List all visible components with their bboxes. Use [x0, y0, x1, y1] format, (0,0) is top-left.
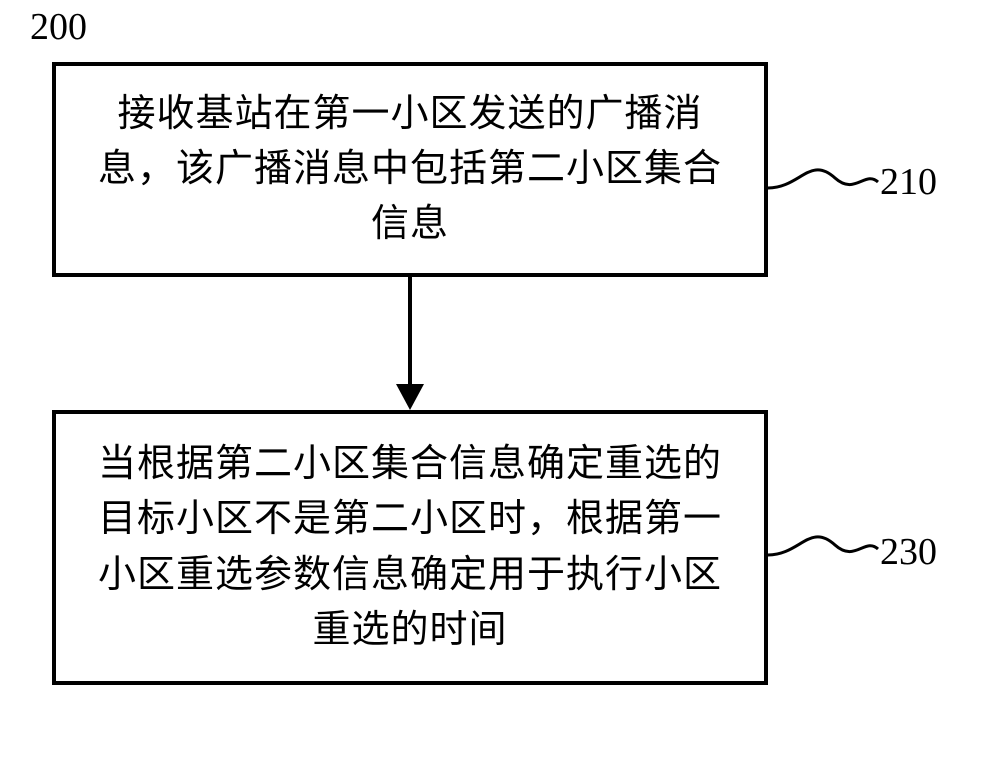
figure-number-label: 200	[30, 5, 87, 49]
flow-step-2: 当根据第二小区集合信息确定重选的目标小区不是第二小区时，根据第一小区重选参数信息…	[52, 410, 768, 685]
flow-step-1: 接收基站在第一小区发送的广播消息，该广播消息中包括第二小区集合信息	[52, 62, 768, 277]
leader-line-210	[768, 170, 878, 188]
reference-label-230: 230	[880, 530, 937, 574]
reference-label-210: 210	[880, 160, 937, 204]
leader-line-230	[768, 537, 878, 555]
flow-arrow	[396, 277, 424, 410]
flow-step-2-text: 当根据第二小区集合信息确定重选的目标小区不是第二小区时，根据第一小区重选参数信息…	[86, 437, 734, 657]
flow-step-1-text: 接收基站在第一小区发送的广播消息，该广播消息中包括第二小区集合信息	[86, 87, 734, 252]
diagram-canvas: 200 接收基站在第一小区发送的广播消息，该广播消息中包括第二小区集合信息 当根…	[0, 0, 1000, 762]
